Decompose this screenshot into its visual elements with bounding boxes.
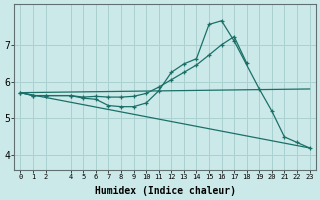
X-axis label: Humidex (Indice chaleur): Humidex (Indice chaleur) [94, 186, 236, 196]
